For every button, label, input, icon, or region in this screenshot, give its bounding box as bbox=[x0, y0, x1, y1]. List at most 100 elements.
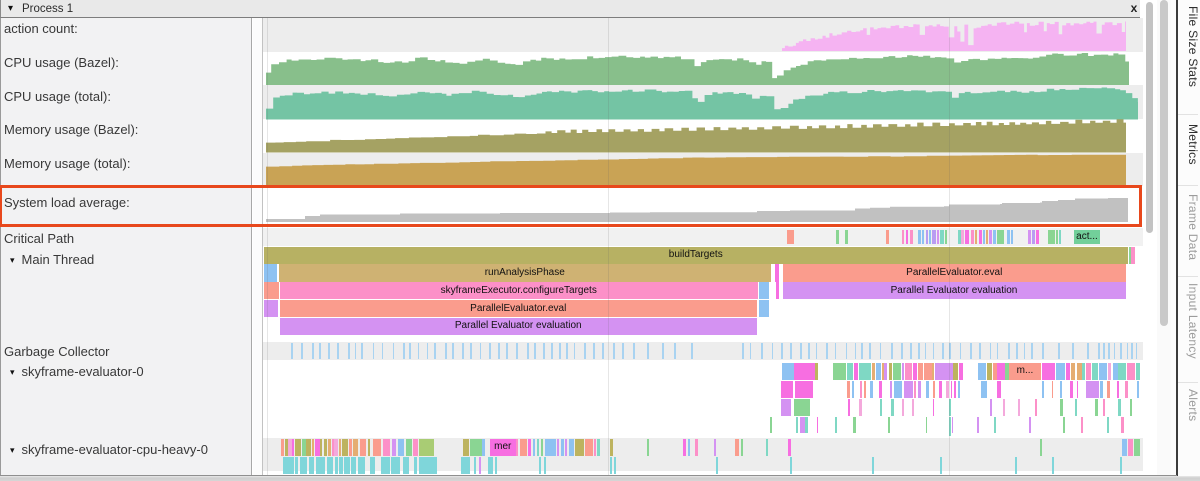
slice[interactable] bbox=[749, 343, 752, 359]
slice[interactable] bbox=[347, 343, 350, 359]
slice[interactable] bbox=[288, 438, 292, 456]
slice[interactable] bbox=[888, 362, 893, 380]
slice[interactable] bbox=[884, 362, 888, 380]
slice[interactable] bbox=[390, 456, 401, 474]
slice[interactable] bbox=[929, 229, 931, 244]
slice[interactable] bbox=[1118, 398, 1121, 416]
expander-triangle-icon[interactable]: ▾ bbox=[10, 366, 15, 377]
slice[interactable] bbox=[610, 456, 612, 474]
slice[interactable] bbox=[1106, 416, 1110, 433]
slice[interactable] bbox=[311, 343, 314, 359]
slice[interactable] bbox=[338, 456, 343, 474]
slice[interactable] bbox=[932, 398, 934, 416]
slice[interactable] bbox=[970, 229, 974, 244]
slice[interactable] bbox=[319, 343, 321, 359]
slice[interactable] bbox=[334, 438, 339, 456]
slice[interactable] bbox=[559, 343, 561, 359]
slice[interactable] bbox=[519, 438, 527, 456]
slice[interactable] bbox=[932, 229, 936, 244]
slice[interactable] bbox=[1007, 343, 1010, 359]
slice[interactable] bbox=[949, 343, 951, 359]
slice[interactable] bbox=[1056, 362, 1065, 380]
slice[interactable] bbox=[869, 343, 872, 359]
slice[interactable] bbox=[1059, 380, 1063, 398]
slice[interactable] bbox=[1062, 416, 1066, 433]
slice[interactable] bbox=[794, 398, 810, 416]
slice[interactable] bbox=[1015, 456, 1017, 474]
slice[interactable] bbox=[1122, 438, 1127, 456]
slice[interactable] bbox=[1131, 246, 1135, 264]
slice[interactable] bbox=[332, 438, 335, 456]
slice[interactable] bbox=[412, 438, 418, 456]
slice[interactable] bbox=[602, 343, 604, 359]
slice[interactable] bbox=[597, 438, 600, 456]
slice[interactable] bbox=[800, 343, 802, 359]
slice[interactable] bbox=[938, 380, 942, 398]
slice[interactable] bbox=[990, 398, 992, 416]
slice[interactable] bbox=[543, 343, 545, 359]
slice[interactable] bbox=[474, 456, 476, 474]
slice[interactable] bbox=[845, 343, 848, 359]
slice[interactable] bbox=[872, 456, 874, 474]
slice[interactable] bbox=[469, 343, 472, 359]
slice[interactable] bbox=[1069, 380, 1073, 398]
slice[interactable] bbox=[861, 343, 863, 359]
slice[interactable] bbox=[1031, 343, 1033, 359]
slice[interactable] bbox=[368, 438, 371, 456]
slice[interactable] bbox=[950, 380, 953, 398]
slice[interactable] bbox=[328, 438, 332, 456]
slice[interactable] bbox=[1099, 362, 1107, 380]
slice[interactable] bbox=[913, 362, 918, 380]
slice[interactable] bbox=[565, 438, 567, 456]
slice[interactable] bbox=[914, 380, 916, 398]
slice[interactable] bbox=[978, 362, 986, 380]
slice[interactable] bbox=[1002, 398, 1006, 416]
slice[interactable] bbox=[808, 343, 810, 359]
track-row-garbage-collector[interactable] bbox=[263, 341, 1143, 360]
slice[interactable] bbox=[1098, 343, 1100, 359]
slice[interactable] bbox=[770, 416, 773, 433]
slice-m[interactable]: m... bbox=[1009, 362, 1041, 380]
slice[interactable] bbox=[879, 343, 882, 359]
slice[interactable] bbox=[985, 229, 989, 244]
counter-series-memory-usage-total[interactable] bbox=[266, 154, 1126, 186]
slice[interactable] bbox=[926, 380, 930, 398]
slice[interactable] bbox=[981, 380, 987, 398]
slice[interactable] bbox=[1112, 362, 1118, 380]
slice[interactable] bbox=[953, 362, 959, 380]
slice[interactable] bbox=[539, 456, 541, 474]
slice[interactable] bbox=[795, 380, 813, 398]
slice[interactable] bbox=[691, 343, 693, 359]
sidebar-tab-metrics[interactable]: Metrics bbox=[1186, 124, 1200, 165]
slice[interactable] bbox=[1095, 398, 1098, 416]
slice[interactable] bbox=[881, 362, 884, 380]
slice[interactable] bbox=[541, 438, 543, 456]
page-scrollbar-thumb[interactable] bbox=[1159, 0, 1168, 326]
slice[interactable] bbox=[771, 343, 774, 359]
slice[interactable] bbox=[614, 456, 616, 474]
slice[interactable] bbox=[292, 438, 295, 456]
slice[interactable] bbox=[1018, 398, 1020, 416]
horizontal-scrollbar[interactable] bbox=[0, 476, 1200, 481]
slice[interactable] bbox=[957, 380, 961, 398]
slice[interactable] bbox=[924, 362, 932, 380]
slice[interactable] bbox=[902, 229, 904, 244]
slice[interactable] bbox=[381, 343, 384, 359]
slice[interactable] bbox=[974, 229, 978, 244]
slice[interactable] bbox=[1120, 343, 1123, 359]
slice[interactable] bbox=[392, 343, 395, 359]
slice[interactable] bbox=[774, 264, 779, 282]
slice[interactable] bbox=[775, 282, 779, 300]
slice[interactable] bbox=[944, 229, 947, 244]
slice[interactable] bbox=[326, 456, 334, 474]
slice[interactable] bbox=[585, 438, 593, 456]
slice[interactable] bbox=[1060, 398, 1063, 416]
slice[interactable] bbox=[1055, 229, 1058, 244]
slice[interactable] bbox=[866, 362, 871, 380]
slice[interactable] bbox=[939, 229, 944, 244]
slice[interactable] bbox=[494, 456, 497, 474]
slice[interactable] bbox=[958, 229, 961, 244]
slice[interactable] bbox=[334, 456, 338, 474]
slice[interactable] bbox=[937, 229, 939, 244]
slice[interactable] bbox=[1065, 362, 1071, 380]
